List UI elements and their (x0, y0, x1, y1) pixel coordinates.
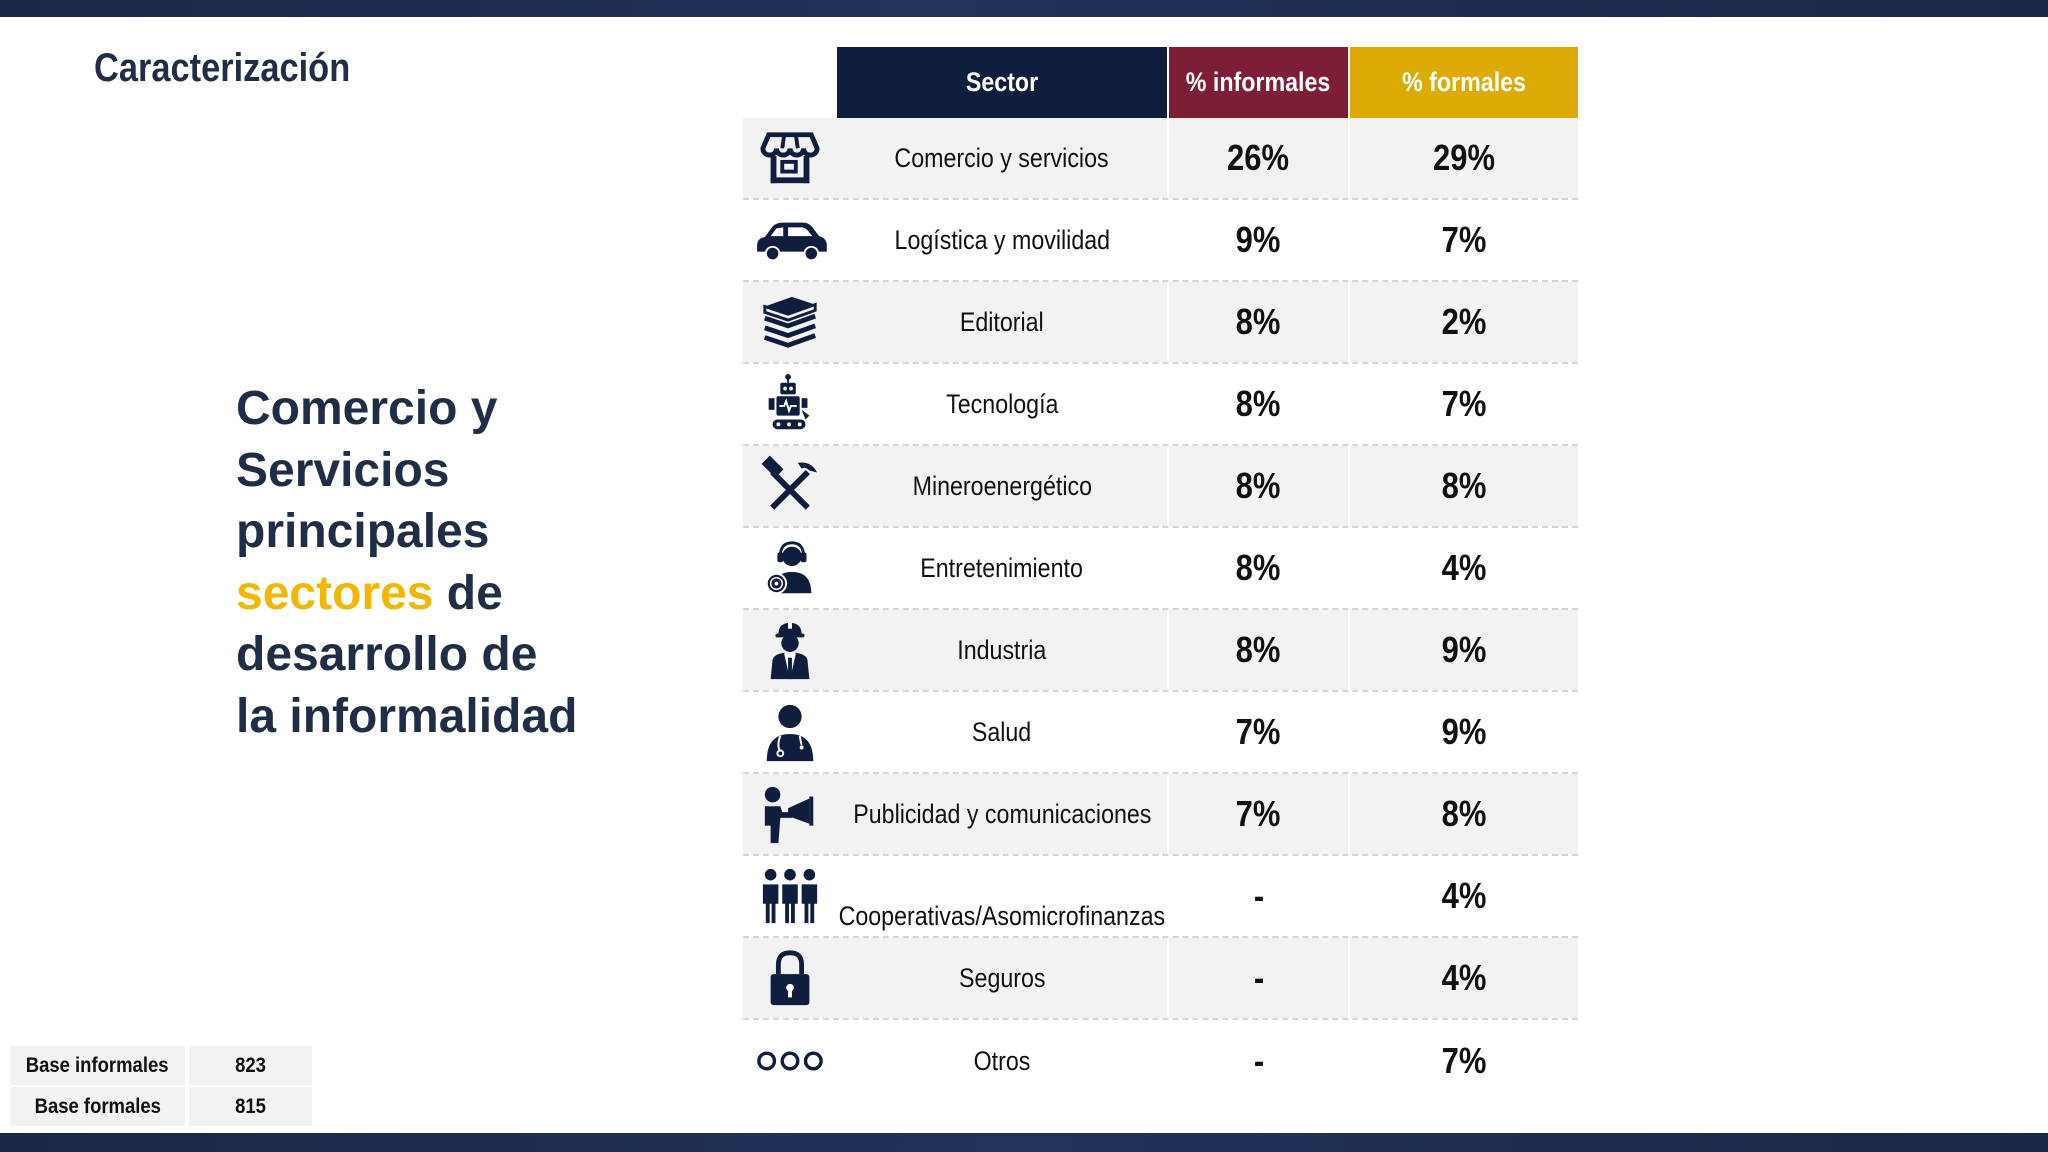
sector-name: Tecnología (945, 388, 1059, 419)
informales-value: 26% (1169, 118, 1348, 198)
sector-name: Entretenimiento (920, 552, 1084, 583)
formales-value: 8% (1350, 446, 1578, 526)
formales-value: 7% (1441, 219, 1487, 260)
formales-value: 2% (1350, 282, 1578, 362)
formales-value: 29% (1350, 118, 1578, 198)
headline-line-rest: de (433, 566, 503, 620)
store-icon (743, 118, 837, 198)
table-row: Publicidad y comunicaciones 7% 8% (743, 774, 1578, 856)
headline-line: principales (236, 505, 490, 558)
sector-name: Logística y movilidad (894, 224, 1110, 255)
table-row: Industria 8% 9% (743, 610, 1578, 692)
headline-line: Comercio y (236, 382, 498, 435)
sector-name: Salud (972, 716, 1032, 747)
table-row: Entretenimiento 8% 4% (743, 528, 1578, 610)
table-row: Mineroenergético 8% 8% (743, 446, 1578, 528)
table-row: Seguros - 4% (743, 938, 1578, 1020)
informales-value: 8% (1236, 547, 1281, 588)
headline-line: Servicios (236, 443, 450, 497)
informales-value: - (1169, 938, 1348, 1018)
table-row: Otros - 7% (743, 1020, 1578, 1102)
books-icon (743, 282, 837, 362)
informales-value: 8% (1236, 383, 1281, 424)
bottom-decorative-bar (0, 1133, 2048, 1152)
sector-name: Publicidad y comunicaciones (837, 774, 1167, 854)
doctor-icon (743, 692, 837, 772)
base-formales-label: Base formales (10, 1087, 185, 1126)
sector-name: Industria (837, 610, 1167, 690)
informales-value: 7% (1236, 711, 1281, 752)
hammer-pick-icon (743, 446, 837, 526)
header-informales: % informales (1169, 47, 1348, 118)
page-title: Caracterización (94, 46, 351, 90)
sector-table: Sector % informales % formales Comercio … (743, 47, 1578, 1102)
informales-value: 8% (1169, 446, 1348, 526)
formales-value: 4% (1441, 875, 1487, 916)
header-formales: % formales (1350, 47, 1578, 118)
formales-value: 7% (1441, 1040, 1487, 1081)
headline-line: la informalidad (236, 689, 578, 743)
formales-value: 7% (1441, 383, 1487, 424)
base-formales-value: 815 (189, 1087, 312, 1126)
base-informales-value: 823 (189, 1046, 312, 1085)
sector-name: Seguros (837, 938, 1167, 1018)
table-row: Cooperativas/Asomicrofinanzas - 4% (743, 856, 1578, 938)
worker-hardhat-icon (743, 610, 837, 690)
headline-line: desarrollo de (236, 628, 538, 681)
informales-value: - (1253, 875, 1264, 916)
group-people-icon (743, 856, 837, 936)
three-circles-icon (743, 1020, 837, 1102)
robot-icon (743, 364, 837, 444)
top-decorative-bar (0, 0, 2048, 17)
informales-value: - (1253, 1040, 1264, 1081)
table-row: Comercio y servicios 26% 29% (743, 118, 1578, 200)
headline-highlight: sectores (236, 566, 434, 620)
informales-value: 9% (1236, 219, 1281, 260)
table-row: Salud 7% 9% (743, 692, 1578, 774)
sector-name: Editorial (837, 282, 1167, 362)
table-row: Editorial 8% 2% (743, 282, 1578, 364)
sector-name: Comercio y servicios (837, 118, 1167, 198)
sector-name: Mineroenergético (837, 446, 1167, 526)
headline: Comercio y Servicios principales sectore… (236, 378, 616, 747)
sector-name: Cooperativas/Asomicrofinanzas (838, 901, 1166, 931)
headline-line: sectores de (236, 563, 616, 625)
lock-icon (743, 938, 837, 1018)
formales-value: 9% (1441, 711, 1487, 752)
formales-value: 4% (1441, 547, 1487, 588)
table-row: Tecnología 8% 7% (743, 364, 1578, 446)
car-icon (743, 200, 837, 280)
table-header: Sector % informales % formales (743, 47, 1578, 118)
informales-value: 8% (1169, 282, 1348, 362)
formales-value: 9% (1350, 610, 1578, 690)
megaphone-person-icon (743, 774, 837, 854)
base-informales-label: Base informales (10, 1046, 185, 1085)
informales-value: 8% (1169, 610, 1348, 690)
formales-value: 4% (1350, 938, 1578, 1018)
table-row: Logística y movilidad 9% 7% (743, 200, 1578, 282)
informales-value: 7% (1169, 774, 1348, 854)
header-sector: Sector (837, 47, 1167, 118)
formales-value: 8% (1350, 774, 1578, 854)
dj-headphones-icon (743, 528, 837, 608)
sector-name: Otros (973, 1045, 1031, 1076)
